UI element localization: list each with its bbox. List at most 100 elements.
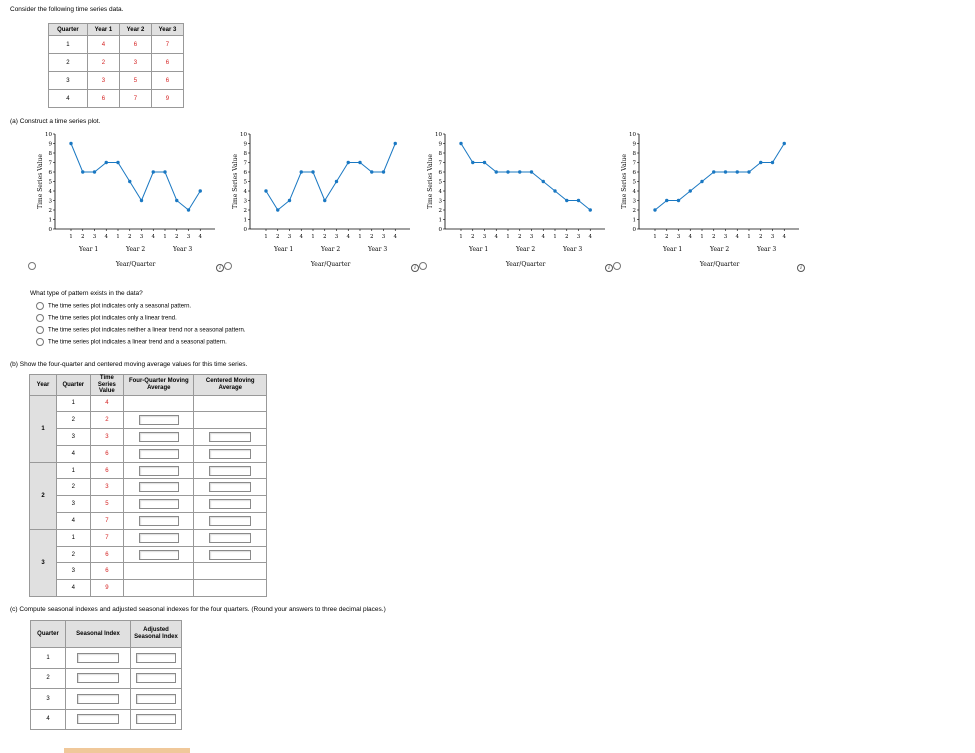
cell: 2 — [86, 53, 120, 72]
info-icon[interactable]: i — [797, 264, 805, 272]
x-tick-label: 3 — [577, 234, 581, 240]
radio[interactable] — [36, 326, 44, 334]
data-point — [665, 198, 669, 203]
x-tick-label: 3 — [771, 234, 775, 240]
four-quarter-input[interactable] — [138, 499, 179, 510]
part-a-prompt: (a) Construct a time series plot. — [10, 118, 101, 125]
centered-input[interactable] — [209, 499, 252, 510]
y-tick-label: 5 — [49, 180, 53, 186]
four-quarter-input[interactable] — [138, 549, 179, 560]
four-quarter-input[interactable] — [138, 515, 179, 526]
x-tick-label: 4 — [347, 234, 351, 240]
y-tick-label: 7 — [49, 161, 53, 167]
adjusted-index-input[interactable] — [136, 693, 176, 704]
four-quarter-input[interactable] — [138, 465, 179, 476]
pattern-option-3[interactable]: The time series plot indicates neither a… — [36, 326, 245, 334]
centered-input[interactable] — [209, 448, 252, 459]
y-axis-label: Time Series Value — [621, 154, 628, 209]
x-tick-label: 1 — [653, 234, 657, 240]
centered-input[interactable] — [209, 532, 252, 543]
cell: 6 — [150, 53, 185, 72]
centered-input[interactable] — [209, 431, 252, 442]
data-point — [529, 170, 534, 174]
four-quarter-input[interactable] — [138, 448, 179, 459]
table-row: 1 4 6 7 — [48, 35, 185, 54]
col-header: Quarter — [48, 23, 88, 36]
four-quarter-input[interactable] — [138, 415, 179, 426]
radio[interactable] — [36, 338, 44, 346]
y-tick-label: 9 — [49, 142, 53, 148]
pattern-option-1[interactable]: The time series plot indicates only a se… — [36, 302, 191, 310]
x-tick-label: 1 — [553, 234, 557, 240]
adjusted-index-input[interactable] — [136, 673, 176, 684]
four-quarter-input[interactable] — [138, 482, 179, 493]
quarter-cell: 2 — [56, 411, 91, 430]
x-tick-label: 4 — [736, 234, 740, 240]
chart-radio-1[interactable] — [28, 262, 36, 270]
cell: 7 — [150, 35, 185, 54]
year-label: Year 2 — [709, 246, 729, 253]
radio[interactable] — [36, 302, 44, 310]
x-tick-label: 1 — [358, 234, 362, 240]
x-tick-label: 1 — [311, 234, 315, 240]
adjusted-index-input[interactable] — [136, 714, 176, 725]
four-quarter-cell — [123, 545, 195, 564]
data-point — [128, 179, 132, 184]
adjusted-index-input[interactable] — [136, 652, 176, 663]
pattern-question: What type of pattern exists in the data? — [30, 290, 143, 297]
data-point — [676, 198, 681, 203]
quarter-cell: 4 — [56, 579, 91, 598]
x-tick-label: 2 — [565, 234, 569, 240]
x-tick-label: 2 — [370, 234, 374, 240]
radio[interactable] — [36, 314, 44, 322]
year-cell: 1 — [28, 394, 58, 463]
seasonal-index-input[interactable] — [77, 673, 119, 684]
bottom-button-bar[interactable] — [64, 748, 190, 753]
seasonal-index-input[interactable] — [77, 714, 119, 725]
year-label: Year 2 — [125, 246, 145, 253]
seasonal-index-input[interactable] — [77, 693, 119, 704]
quarter-cell: 4 — [30, 708, 66, 730]
y-tick-label: 3 — [439, 199, 443, 205]
y-tick-label: 10 — [240, 132, 247, 138]
x-tick-label: 4 — [589, 234, 593, 240]
centered-input[interactable] — [209, 482, 252, 493]
pattern-option-2[interactable]: The time series plot indicates only a li… — [36, 314, 177, 322]
y-tick-label: 0 — [49, 227, 53, 233]
x-tick-label: 3 — [530, 234, 534, 240]
cell: 4 — [48, 89, 88, 108]
value-cell: 9 — [89, 579, 125, 598]
data-point — [712, 170, 716, 174]
pattern-option-4[interactable]: The time series plot indicates a linear … — [36, 338, 227, 346]
four-quarter-input[interactable] — [138, 431, 179, 442]
value-cell: 6 — [89, 444, 125, 463]
centered-cell — [193, 461, 267, 480]
y-tick-label: 9 — [439, 142, 443, 148]
centered-input[interactable] — [209, 515, 252, 526]
chart-radio-2[interactable] — [224, 262, 232, 270]
y-tick-label: 3 — [244, 199, 248, 205]
four-quarter-input[interactable] — [138, 532, 179, 543]
adjusted-index-cell — [130, 667, 182, 689]
data-point — [198, 189, 202, 193]
x-tick-label: 2 — [128, 234, 132, 240]
x-tick-label: 4 — [542, 234, 546, 240]
info-icon[interactable]: i — [605, 264, 613, 272]
y-tick-label: 8 — [439, 151, 443, 157]
chart-radio-3[interactable] — [419, 262, 427, 270]
chart-radio-4[interactable] — [613, 262, 621, 270]
info-icon[interactable]: i — [216, 264, 224, 272]
seasonal-index-input[interactable] — [77, 652, 119, 663]
centered-input[interactable] — [209, 465, 252, 476]
four-quarter-cell — [123, 411, 195, 430]
centered-input[interactable] — [209, 549, 252, 560]
info-icon[interactable]: i — [411, 264, 419, 272]
table-row: 3 3 5 6 — [48, 71, 185, 90]
table-row: 4 6 7 9 — [48, 89, 185, 108]
data-point — [276, 208, 280, 212]
